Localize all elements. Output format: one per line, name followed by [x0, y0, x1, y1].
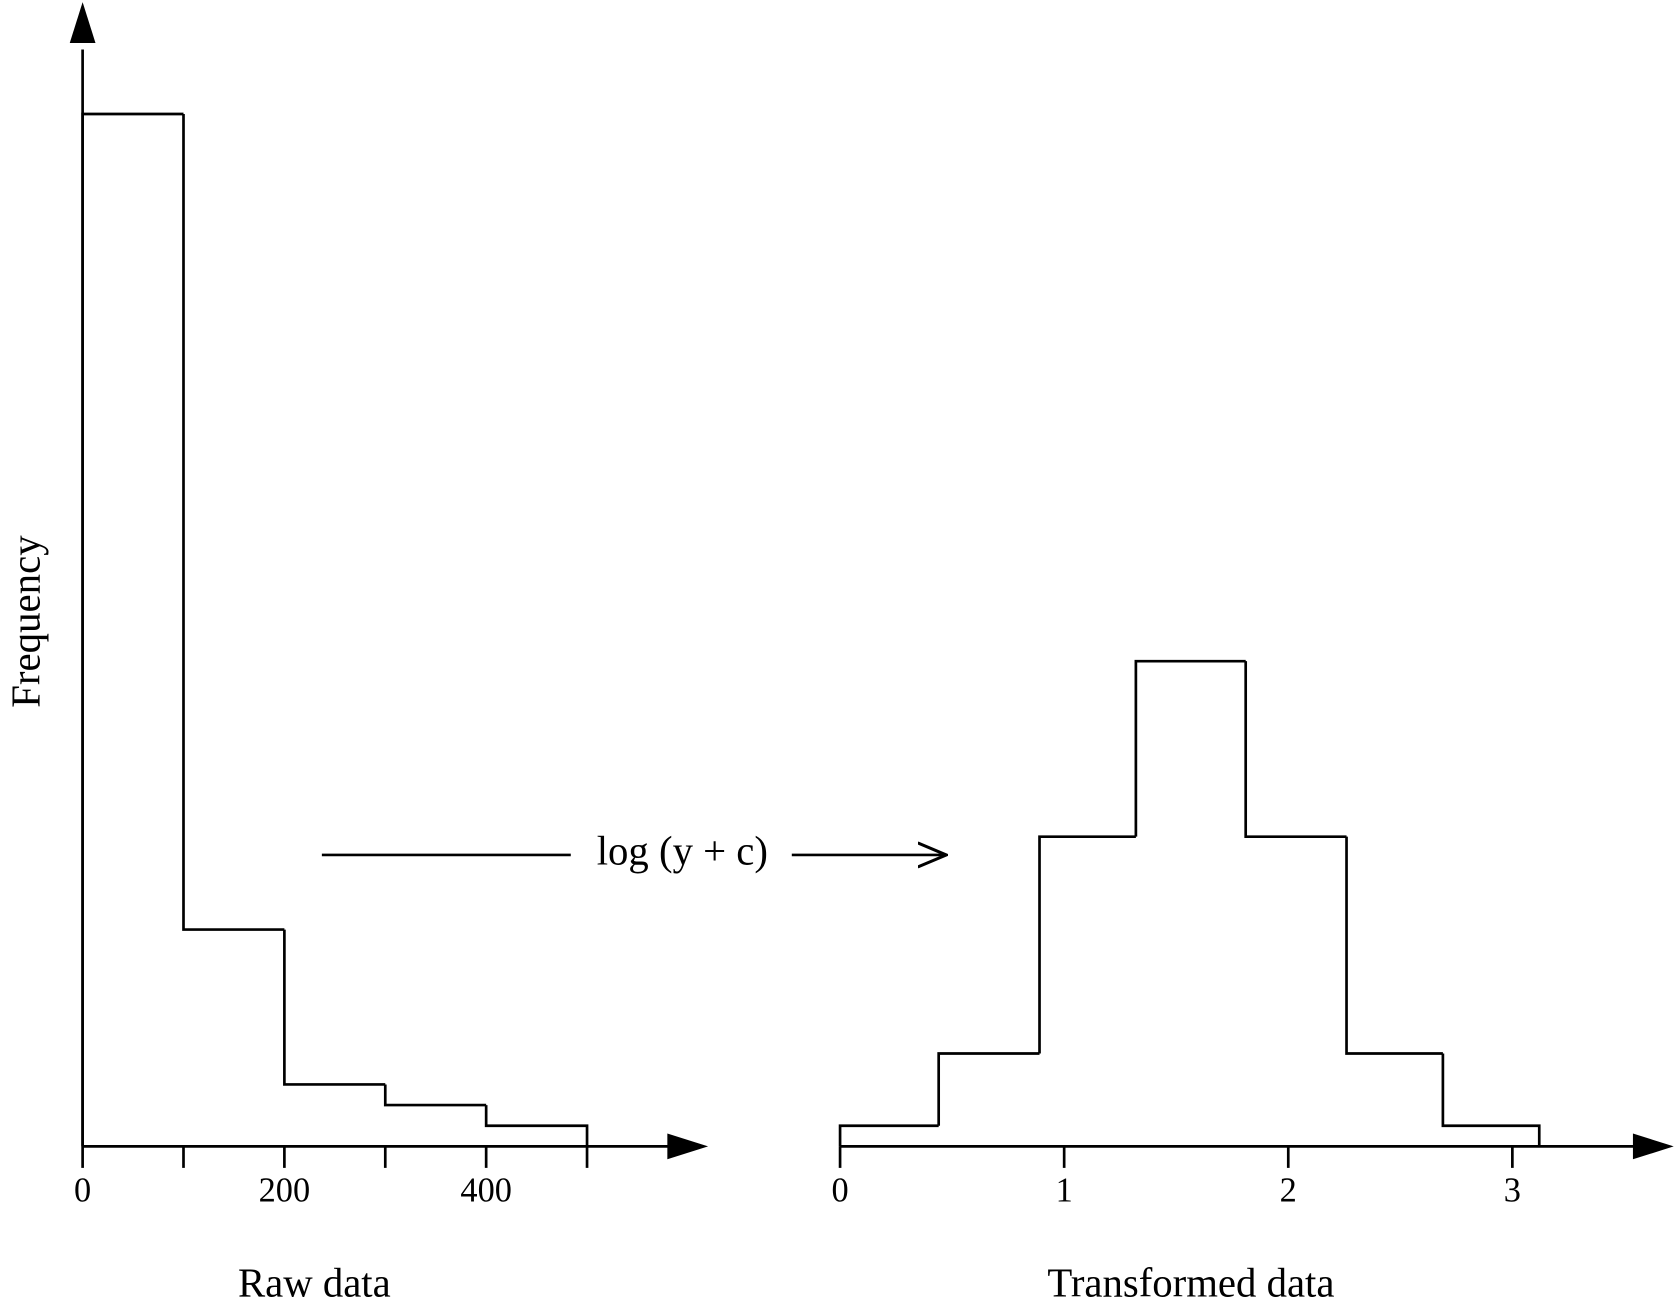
- histogram-bar: [283, 929, 386, 1086]
- x-axis-arrow: [667, 1133, 709, 1160]
- y-axis-arrow: [69, 2, 96, 44]
- histogram-bar: [383, 1084, 487, 1107]
- histogram-bar: [1038, 835, 1136, 1054]
- x-tick-label: 0: [831, 1172, 848, 1210]
- y-axis-label: Frequency: [3, 535, 48, 708]
- histogram-bar: [838, 1124, 939, 1147]
- histogram-bar: [1134, 659, 1246, 837]
- histogram-bar: [1345, 836, 1443, 1055]
- x-tick-label: 1: [1056, 1172, 1073, 1210]
- x-axis-label: Transformed data: [1047, 1261, 1334, 1306]
- histogram-bar: [1244, 661, 1347, 839]
- annotation: log (y + c): [597, 828, 768, 873]
- x-tick-label: 3: [1504, 1172, 1521, 1210]
- histogram-bar: [1441, 1053, 1541, 1147]
- x-axis-label: Raw data: [238, 1261, 391, 1306]
- x-axis-arrow: [1632, 1133, 1674, 1160]
- x-tick-label: 0: [74, 1172, 91, 1210]
- x-tick-label: 200: [259, 1172, 310, 1210]
- histogram-bar: [81, 112, 184, 1147]
- x-tick-label: 2: [1280, 1172, 1297, 1210]
- histogram-bar: [937, 1052, 1040, 1126]
- histogram-bar: [182, 113, 285, 931]
- x-tick-label: 400: [460, 1172, 511, 1210]
- histogram-bar: [484, 1105, 589, 1147]
